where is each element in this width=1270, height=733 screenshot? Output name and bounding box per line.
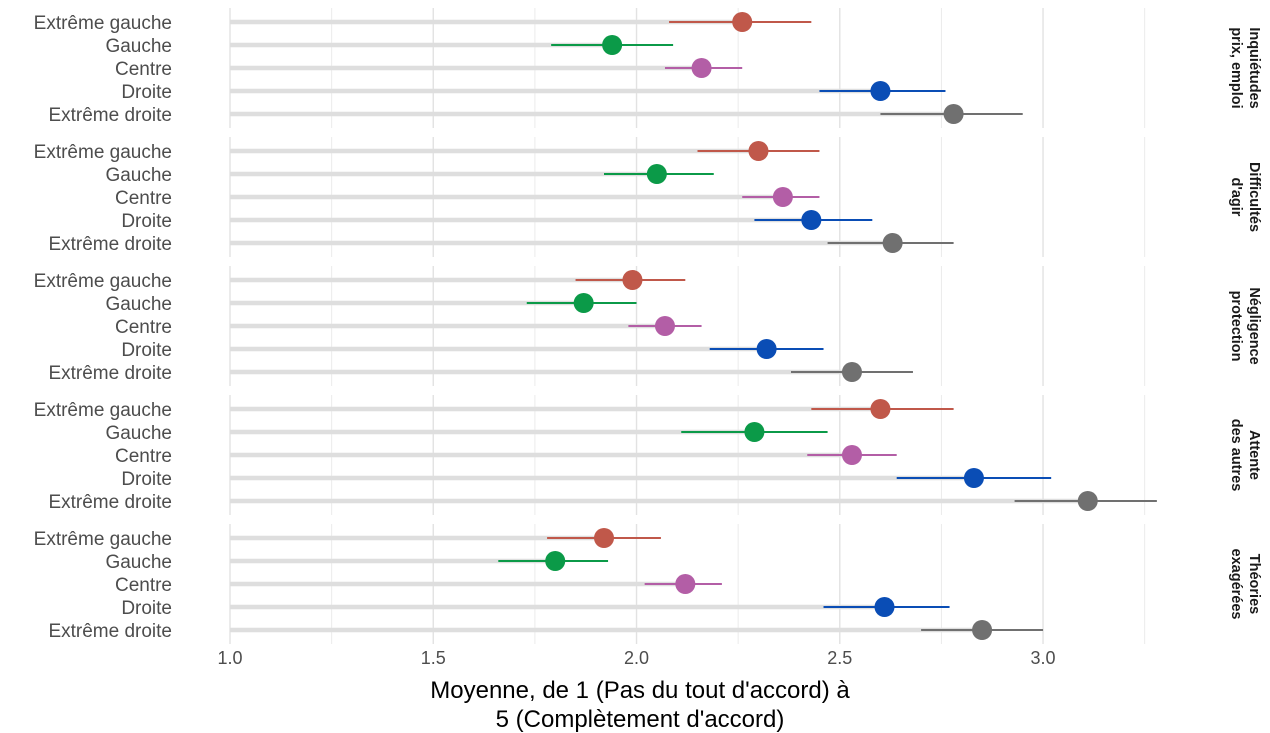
x-tick-label: 2.5 — [827, 648, 852, 668]
x-axis-title-line-1: Moyenne, de 1 (Pas du tout d'accord) à — [430, 677, 850, 704]
mean-point — [732, 12, 753, 32]
category-label: Centre — [115, 59, 172, 80]
x-tick-label: 1.0 — [217, 648, 242, 668]
panel-1: Extrême gaucheGaucheCentreDroiteExtrême … — [34, 8, 1262, 128]
facet-label-line: prix, emploi — [1228, 27, 1244, 108]
mean-point — [1077, 491, 1098, 511]
mean-point — [675, 574, 696, 594]
category-label: Gauche — [105, 165, 172, 186]
mean-point — [573, 293, 594, 313]
category-label: Gauche — [105, 423, 172, 444]
x-axis-title-line-2: 5 (Complètement d'accord) — [496, 706, 785, 733]
mean-point — [756, 339, 777, 359]
facet-label-line: Théories — [1246, 554, 1262, 614]
facet-label-line: protection — [1228, 291, 1244, 362]
category-label: Extrême droite — [48, 492, 172, 513]
category-label: Centre — [115, 188, 172, 209]
facet-label: Difficultésd'agir — [1228, 162, 1262, 232]
category-label: Extrême droite — [48, 621, 172, 642]
category-label: Gauche — [105, 294, 172, 315]
facet-label: Théoriesexagérées — [1228, 549, 1262, 620]
facet-label-line: Attente — [1246, 430, 1262, 480]
mean-point — [963, 468, 984, 488]
mean-point — [841, 362, 862, 382]
mean-point — [744, 422, 765, 442]
x-axis: 1.0 1.5 2.0 2.5 3.0 — [217, 648, 1055, 668]
facet-label-line: Inquiétudes — [1246, 27, 1262, 108]
panel-4: Extrême gaucheGaucheCentreDroiteExtrême … — [34, 395, 1262, 515]
category-label: Gauche — [105, 36, 172, 57]
mean-point — [691, 58, 712, 78]
facet-label: Attentedes autres — [1228, 419, 1262, 492]
category-label: Centre — [115, 575, 172, 596]
category-label: Droite — [121, 340, 172, 361]
mean-point — [943, 104, 964, 124]
panels: Extrême gaucheGaucheCentreDroiteExtrême … — [34, 8, 1262, 644]
category-label: Extrême gauche — [34, 13, 172, 34]
mean-point — [882, 233, 903, 253]
category-label: Extrême gauche — [34, 529, 172, 550]
category-label: Extrême gauche — [34, 400, 172, 421]
category-label: Extrême droite — [48, 105, 172, 126]
facet-label: Inquiétudesprix, emploi — [1228, 27, 1262, 108]
mean-point — [972, 620, 993, 640]
x-tick-label: 3.0 — [1031, 648, 1056, 668]
panel-5: Extrême gaucheGaucheCentreDroiteExtrême … — [34, 524, 1262, 644]
facet-label-line: exagérées — [1228, 549, 1244, 620]
mean-point — [748, 141, 769, 161]
category-label: Extrême gauche — [34, 271, 172, 292]
category-label: Centre — [115, 317, 172, 338]
category-label: Extrême droite — [48, 363, 172, 384]
mean-point — [545, 551, 566, 571]
mean-point — [654, 316, 675, 336]
x-tick-label: 1.5 — [421, 648, 446, 668]
mean-point — [602, 35, 623, 55]
mean-point — [870, 399, 891, 419]
mean-point — [646, 164, 667, 184]
facet-label-line: Négligence — [1246, 287, 1262, 364]
category-label: Centre — [115, 446, 172, 467]
category-label: Extrême droite — [48, 234, 172, 255]
mean-point — [594, 528, 614, 548]
facet-label: Négligenceprotection — [1228, 287, 1262, 364]
facet-label-line: Difficultés — [1246, 162, 1262, 232]
category-label: Gauche — [105, 552, 172, 573]
facet-label-line: d'agir — [1228, 178, 1244, 217]
category-label: Droite — [121, 82, 172, 103]
mean-point — [772, 187, 793, 207]
facet-label-line: des autres — [1228, 419, 1244, 492]
panel-2: Extrême gaucheGaucheCentreDroiteExtrême … — [34, 137, 1262, 257]
category-label: Extrême gauche — [34, 142, 172, 163]
category-label: Droite — [121, 469, 172, 490]
mean-point — [801, 210, 822, 230]
mean-point — [841, 445, 862, 465]
category-label: Droite — [121, 598, 172, 619]
x-tick-label: 2.0 — [624, 648, 649, 668]
category-label: Droite — [121, 211, 172, 232]
panel-3: Extrême gaucheGaucheCentreDroiteExtrême … — [34, 266, 1262, 386]
mean-point — [622, 270, 643, 290]
mean-point — [870, 81, 891, 101]
mean-point — [874, 597, 895, 617]
